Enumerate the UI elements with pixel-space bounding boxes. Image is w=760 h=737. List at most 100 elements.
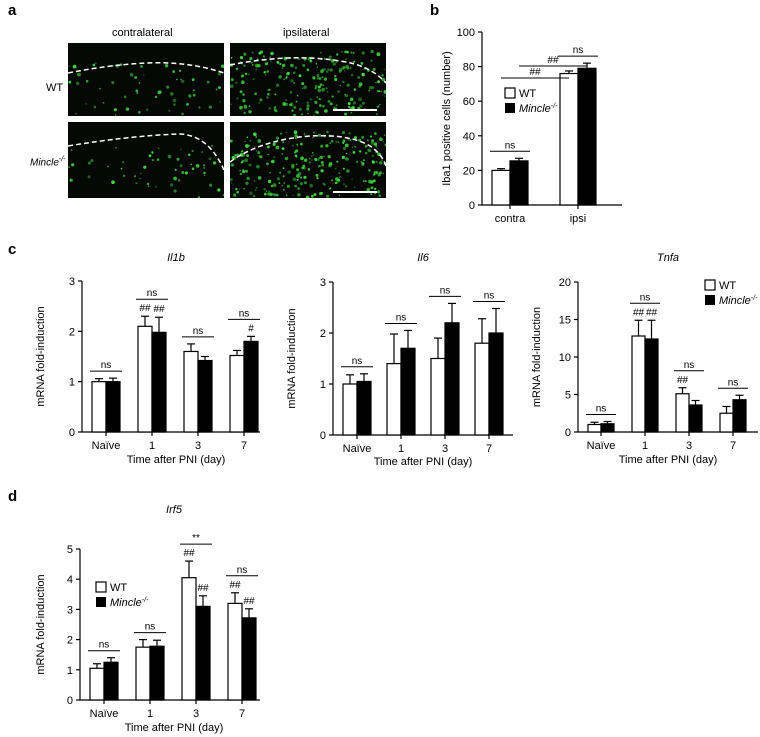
cell-speckle [148, 185, 150, 187]
x-tick-label: 7 [730, 440, 736, 452]
cell-speckle [243, 64, 246, 67]
cell-speckle [320, 192, 324, 195]
cell-speckle [140, 65, 143, 68]
bar [227, 602, 243, 701]
cell-speckle [335, 104, 338, 107]
chart-irf5: Irf5 0 1 2 3 4 5 Naïve 1 3 7 Time after PNI (day) mR… [35, 504, 260, 734]
cell-speckle [317, 88, 322, 93]
cell-speckle [291, 165, 295, 169]
cell-speckle [342, 167, 345, 170]
cell-speckle [87, 161, 91, 165]
significance-mark: ## [633, 307, 645, 318]
cell-speckle [311, 194, 314, 198]
cell-speckle [248, 105, 251, 108]
cell-speckle [177, 179, 181, 182]
legend-label-mincle-sup: -/- [142, 597, 149, 604]
significance-mark: ## [243, 596, 255, 607]
cell-speckle [222, 194, 224, 196]
cell-speckle [72, 64, 77, 69]
cell-speckle [361, 135, 365, 139]
cell-speckle [326, 194, 329, 198]
cell-speckle [352, 151, 356, 154]
cell-speckle [320, 169, 324, 173]
cell-speckle [293, 114, 297, 116]
cell-speckle [273, 106, 277, 109]
boundary-line [230, 57, 386, 84]
cell-speckle [266, 70, 269, 73]
y-axis-label: mRNA fold-induction [531, 307, 543, 407]
x-axis-label: Time after PNI (day) [619, 454, 718, 466]
cell-speckle [325, 144, 329, 148]
cell-speckle [324, 68, 326, 70]
cell-speckle [321, 163, 325, 167]
cell-speckle [367, 139, 369, 141]
cell-speckle [268, 107, 271, 110]
cell-speckle [197, 196, 201, 198]
cell-speckle [202, 164, 206, 167]
cell-speckle [346, 67, 349, 70]
legend-label-mincle: Mincle-/- [110, 597, 149, 609]
cell-speckle [266, 96, 269, 99]
cell-speckle [311, 155, 313, 157]
cell-speckle [382, 172, 384, 174]
cell-speckle [113, 108, 117, 112]
cell-speckle [87, 175, 91, 179]
cell-speckle [278, 182, 281, 184]
cell-speckle [328, 162, 333, 166]
bar [587, 423, 602, 433]
chart-title: Il6 [417, 252, 430, 264]
cell-speckle [266, 62, 269, 64]
comparison-label: ns [440, 285, 451, 296]
cell-speckle [255, 150, 258, 152]
legend-label-mincle-sup: -/- [551, 103, 558, 110]
cell-speckle [259, 98, 263, 102]
cell-speckle [316, 76, 320, 80]
cell-speckle [281, 184, 283, 187]
cell-speckle [314, 157, 318, 162]
x-tick-label: 1 [398, 443, 404, 455]
cell-speckle [347, 105, 351, 109]
cell-speckle [166, 85, 170, 89]
cell-speckle [173, 103, 176, 106]
chart-title: Il1b [167, 252, 185, 264]
cell-speckle [186, 103, 189, 106]
y-tick-label: 0 [565, 427, 571, 439]
cell-speckle [299, 176, 302, 179]
cell-speckle [293, 82, 295, 84]
cell-speckle [326, 130, 329, 134]
cell-speckle [344, 70, 346, 72]
cell-speckle [148, 154, 152, 158]
cell-speckle [281, 147, 285, 150]
cell-speckle [376, 190, 381, 194]
panel-letter-d: d [8, 488, 18, 505]
bar [105, 381, 121, 433]
cell-speckle [241, 74, 244, 78]
cell-speckle [243, 104, 248, 109]
cell-speckle [374, 132, 377, 135]
col-label-ipsilateral: ipsilateral [283, 27, 330, 39]
cell-speckle [354, 136, 357, 140]
legend-swatch-wt [504, 87, 516, 99]
significance-mark: # [248, 323, 254, 334]
cell-speckle [298, 107, 302, 111]
cell-speckle [354, 145, 357, 148]
cell-speckle [282, 102, 287, 106]
cell-speckle [99, 87, 101, 90]
cell-speckle [136, 92, 139, 94]
cell-speckle [318, 157, 321, 159]
cell-speckle [312, 137, 314, 139]
cell-speckle [134, 76, 138, 79]
cell-speckle [180, 148, 182, 151]
cell-speckle [111, 180, 115, 184]
cell-speckle [176, 157, 180, 161]
cell-speckle [379, 137, 383, 141]
cell-speckle [274, 93, 277, 96]
cell-speckle [362, 73, 365, 76]
x-axis-label: Time after PNI (day) [374, 456, 473, 468]
cell-speckle [267, 179, 272, 184]
cell-speckle [375, 81, 377, 84]
cell-speckle [170, 183, 174, 187]
x-tick-label: 7 [241, 440, 247, 452]
cell-speckle [321, 87, 325, 92]
cell-speckle [373, 142, 378, 146]
